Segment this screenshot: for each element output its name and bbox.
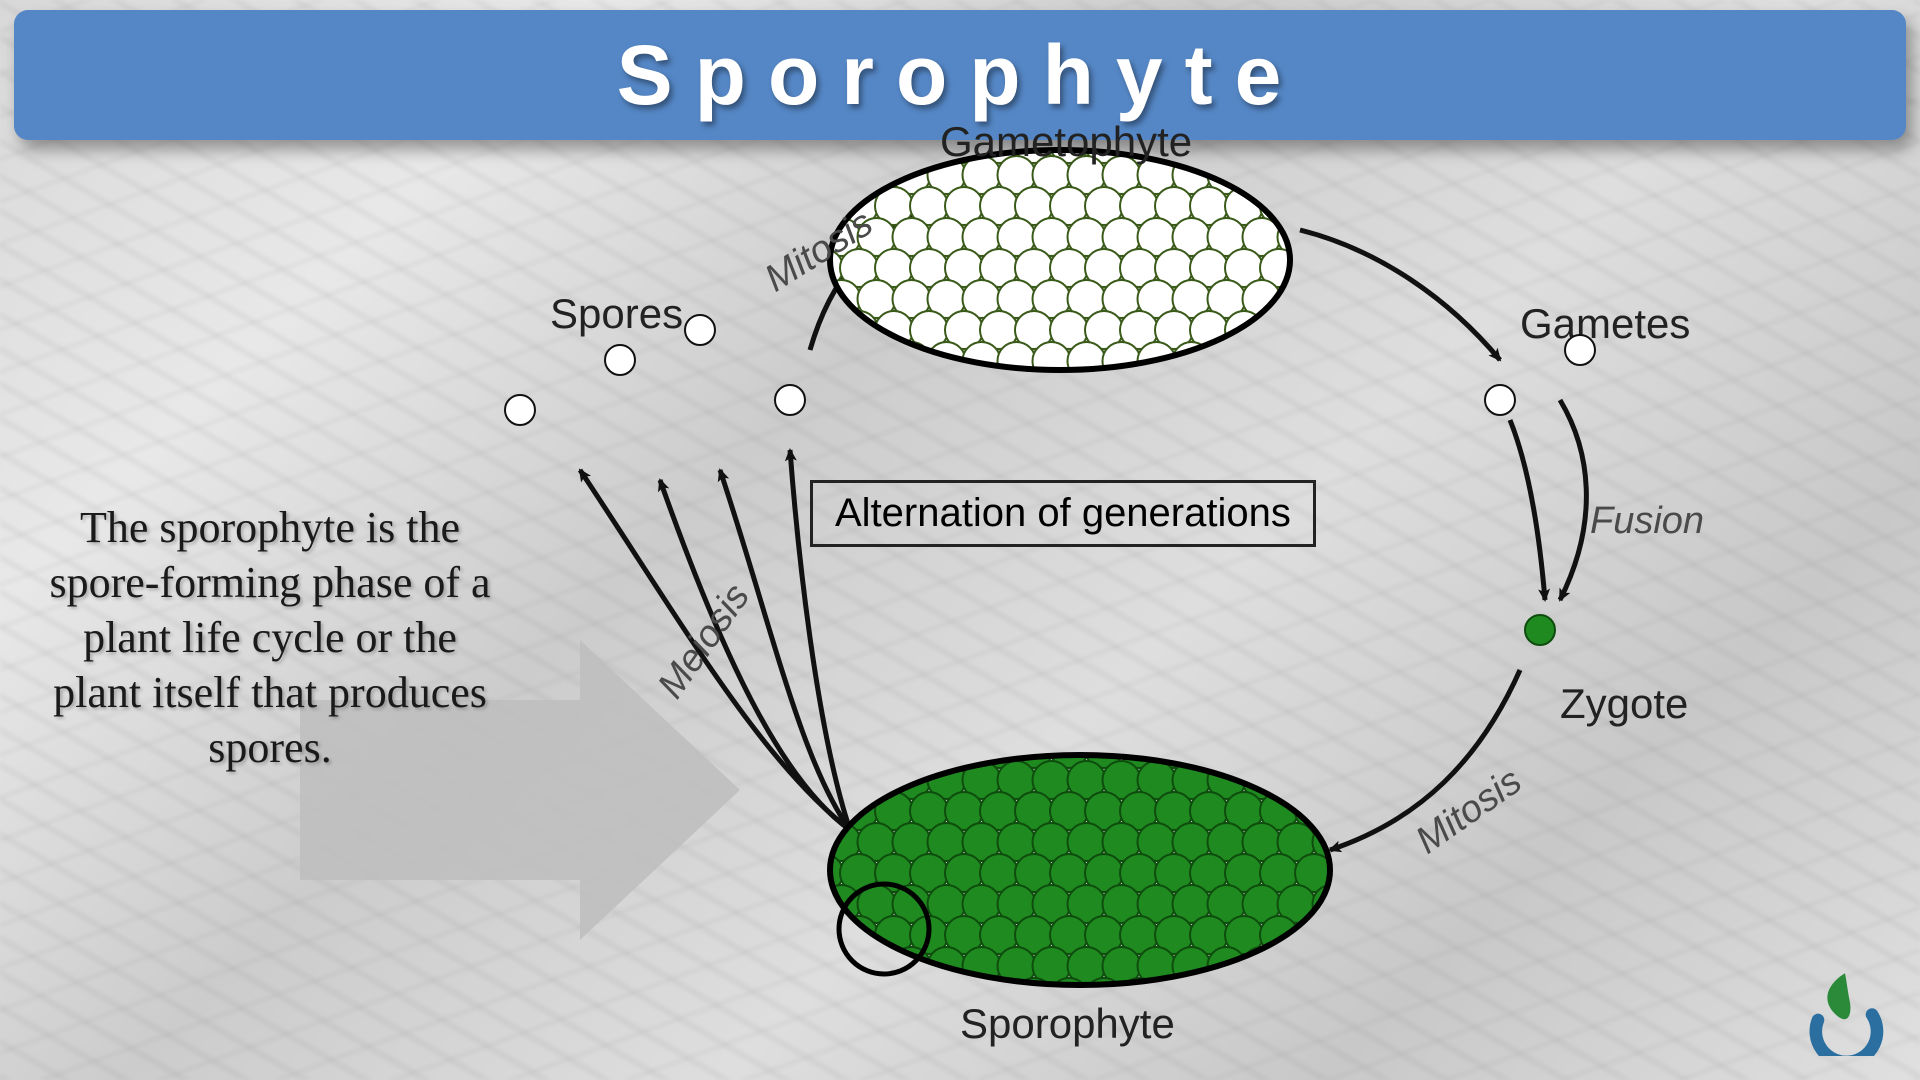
gametes-dot [1564,334,1596,366]
spores-dot [684,314,716,346]
spores-dot [604,344,636,376]
dots-layer [0,0,1920,1080]
gametes-dot [1484,384,1516,416]
infographic-canvas: Sporophyte The sporophyte is the spore-f… [0,0,1920,1080]
spores-dot [504,394,536,426]
zygote-dot [1524,614,1556,646]
spores-dot [774,384,806,416]
brand-logo-icon [1800,966,1890,1056]
